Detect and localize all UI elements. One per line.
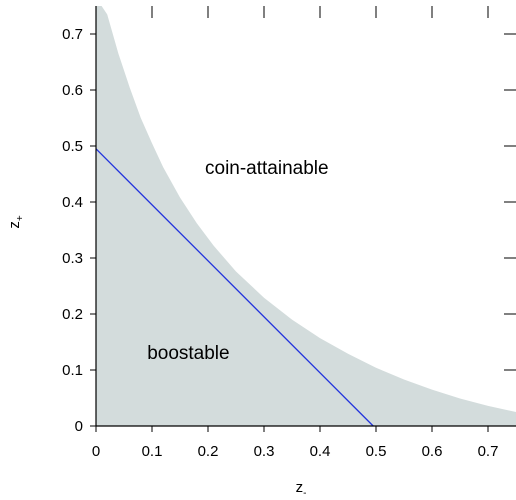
x-tick-label-3: 0.3: [254, 443, 275, 460]
x-axis-label-main: z: [296, 479, 304, 496]
y-axis-label-subscript: +: [15, 215, 26, 221]
annotations-layer: coin-attainable boostable: [147, 158, 328, 364]
axes-layer: [95, 6, 516, 427]
y-axis-label-main: z: [6, 221, 23, 229]
y-tick-label-1: 0.1: [62, 362, 83, 379]
annotation-0: coin-attainable: [205, 158, 329, 179]
x-tick-label-6: 0.6: [422, 443, 443, 460]
shaded-region-0: [96, 6, 516, 426]
y-tick-label-0: 0: [75, 418, 83, 435]
y-tick-label-6: 0.6: [62, 82, 83, 99]
x-tick-label-5: 0.5: [366, 443, 387, 460]
annotation-1: boostable: [147, 343, 229, 364]
series-line-1: [95, 148, 374, 427]
y-axis-label: z+: [6, 215, 26, 229]
lines-layer: [95, 148, 374, 427]
y-tick-label-7: 0.7: [62, 26, 83, 43]
x-axis-label: z-: [296, 479, 307, 499]
axis-titles-layer: z- z+: [6, 215, 306, 499]
x-axis-label-subscript: -: [303, 488, 306, 499]
tick-labels-layer: 0 0.1 0.2 0.3 0.4 0.5 0.6 0.7 0 0.1 0.2 0.3 0.4 0.5 0.…: [62, 26, 498, 460]
x-tick-label-7: 0.7: [478, 443, 499, 460]
x-tick-label-0: 0: [92, 443, 100, 460]
x-tick-label-4: 0.4: [310, 443, 331, 460]
regions-layer: [96, 6, 516, 426]
y-tick-label-4: 0.4: [62, 194, 83, 211]
y-tick-label-3: 0.3: [62, 250, 83, 267]
y-tick-label-2: 0.2: [62, 306, 83, 323]
x-tick-label-2: 0.2: [198, 443, 219, 460]
y-tick-label-5: 0.5: [62, 138, 83, 155]
x-tick-label-1: 0.1: [142, 443, 163, 460]
ticks-layer: [90, 6, 516, 432]
